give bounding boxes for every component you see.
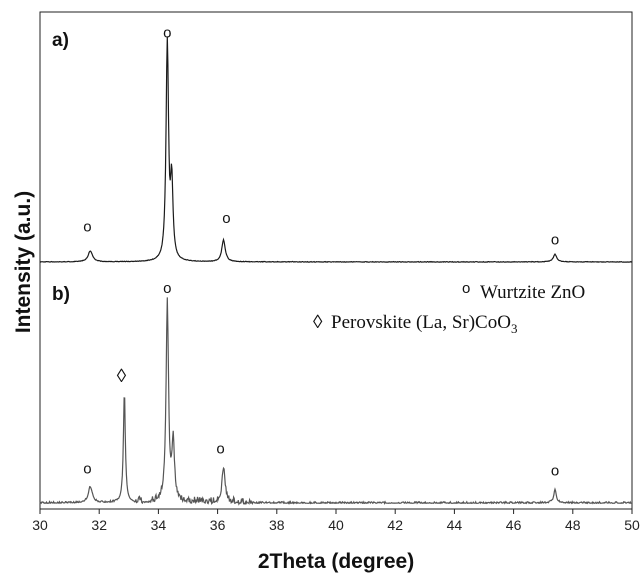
x-tick-label: 48 [565, 517, 581, 533]
wurtzite-marker: o [163, 24, 171, 41]
traces [39, 36, 633, 506]
legend-marker-perovskite: ◊ [313, 312, 323, 333]
legend-marker-wurtzite: o [462, 280, 470, 297]
wurtzite-marker: o [216, 441, 224, 458]
x-axis-ticks: 30 32 34 36 38 40 42 44 46 48 50 [32, 509, 640, 533]
trace-panel-b [39, 297, 633, 506]
legend-label-wurtzite: Wurtzite ZnO [480, 282, 585, 303]
x-tick-label: 34 [151, 517, 167, 533]
x-tick-label: 46 [506, 517, 522, 533]
x-tick-label: 42 [387, 517, 403, 533]
x-tick-label: 38 [269, 517, 285, 533]
y-axis-title: Intensity (a.u.) [12, 191, 35, 333]
x-tick-label: 40 [328, 517, 344, 533]
peak-markers: o o o o o ◊ o o o [83, 24, 559, 479]
panel-label-a: a) [52, 30, 69, 51]
x-tick-label: 50 [624, 517, 640, 533]
perovskite-marker: ◊ [117, 366, 127, 387]
x-axis-title: 2Theta (degree) [258, 550, 414, 573]
plot-frame [39, 11, 633, 510]
wurtzite-marker: o [83, 218, 91, 235]
panel-label-b: b) [52, 284, 70, 305]
x-tick-label: 32 [91, 517, 107, 533]
x-tick-label: 30 [32, 517, 48, 533]
trace-panel-a [39, 36, 632, 263]
x-tick-label: 36 [210, 517, 226, 533]
legend: o Wurtzite ZnO ◊ Perovskite (La, Sr)CoO3 [313, 280, 585, 336]
wurtzite-marker: o [551, 462, 559, 479]
legend-label-perovskite: Perovskite (La, Sr)CoO3 [331, 312, 517, 336]
x-tick-label: 44 [447, 517, 463, 533]
wurtzite-marker: o [551, 232, 559, 249]
wurtzite-marker: o [83, 460, 91, 477]
wurtzite-marker: o [222, 210, 230, 227]
wurtzite-marker: o [163, 280, 171, 297]
